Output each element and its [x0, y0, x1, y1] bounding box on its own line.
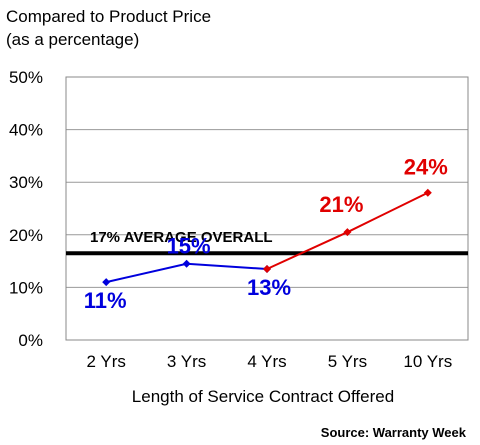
- x-tick-label: 5 Yrs: [328, 352, 367, 371]
- gridlines: [66, 129, 468, 288]
- data-point: [182, 259, 191, 268]
- y-tick-label: 30%: [9, 173, 43, 192]
- y-title-line-1: Compared to Product Price: [6, 7, 211, 26]
- y-axis-ticks: 0% 10% 20% 30% 40% 50%: [9, 68, 43, 350]
- average-reference: 17% AVERAGE OVERALL: [66, 229, 468, 256]
- y-tick-label: 50%: [9, 68, 43, 87]
- y-tick-label: 0%: [18, 331, 43, 350]
- x-tick-label: 10 Yrs: [403, 352, 452, 371]
- y-tick-label: 40%: [9, 121, 43, 140]
- data-point: [263, 264, 271, 273]
- source-note: Source: Warranty Week: [321, 425, 467, 440]
- x-tick-label: 4 Yrs: [247, 352, 286, 371]
- y-tick-label: 20%: [9, 226, 43, 245]
- data-label: 15%: [167, 234, 211, 259]
- data-point: [343, 228, 352, 237]
- y-tick-label: 10%: [9, 278, 43, 297]
- data-point: [102, 278, 111, 287]
- data-label: 24%: [404, 155, 448, 180]
- y-title-line-2: (as a percentage): [6, 30, 139, 49]
- x-tick-label: 3 Yrs: [167, 352, 206, 371]
- plot-area: [65, 76, 469, 341]
- x-axis-title: Length of Service Contract Offered: [132, 387, 394, 406]
- average-label: 17% AVERAGE OVERALL: [90, 229, 273, 246]
- data-label: 11%: [84, 288, 127, 313]
- data-label: 13%: [247, 275, 291, 300]
- x-tick-label: 2 Yrs: [87, 352, 126, 371]
- data-point: [423, 188, 432, 197]
- series-group: 11% 15% 13% 21% 24%: [84, 155, 448, 313]
- x-axis-labels: 2 Yrs 3 Yrs 4 Yrs 5 Yrs 10 Yrs: [87, 352, 453, 371]
- data-label: 21%: [319, 192, 363, 217]
